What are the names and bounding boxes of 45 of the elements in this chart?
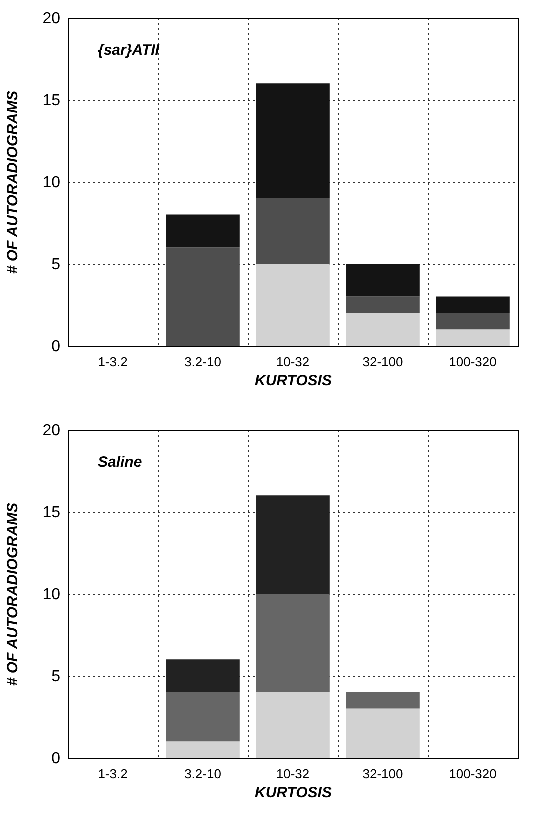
text: {sar}ATII [98,42,160,59]
bar [166,214,240,248]
bar [346,708,420,758]
y-axis-title: # OF AUTORADIOGRAMS [4,90,22,274]
bar [346,296,420,314]
x-tick-label: 32-100 [362,354,404,370]
bar [256,692,330,758]
x-tick-label: 32-100 [362,766,404,782]
x-tick-label: 10-32 [276,354,310,370]
x-axis-title: KURTOSIS [255,784,332,802]
x-tick-label: 3.2-10 [184,354,222,370]
bar [436,296,510,314]
y-tick-label: 15 [42,92,61,110]
bar [346,264,420,297]
bar [256,84,330,198]
x-tick-label: 100-320 [449,766,497,782]
bar [436,330,510,346]
bar [436,313,510,330]
y-tick-label: 5 [52,256,61,274]
bar [256,198,330,264]
y-tick-label: 20 [42,422,61,440]
text: Saline [98,454,142,471]
x-tick-label: 1-3.2 [98,766,128,782]
x-axis-title: KURTOSIS [255,372,332,390]
bar [256,594,330,692]
y-tick-label: 10 [42,174,61,192]
bar [166,660,240,692]
bar [256,496,330,594]
x-tick-label: 1-3.2 [98,354,128,370]
bar [256,264,330,346]
bar [166,742,240,758]
y-tick-label: 0 [52,750,61,768]
y-tick-label: 5 [52,668,61,686]
y-tick-label: 10 [42,586,61,604]
bar [346,313,420,346]
bar [346,692,420,709]
y-tick-label: 20 [42,10,61,28]
y-tick-label: 15 [42,504,61,522]
y-tick-label: 0 [52,338,61,356]
x-tick-label: 100-320 [449,354,497,370]
x-tick-label: 3.2-10 [184,766,222,782]
bar [166,692,240,742]
x-tick-label: 10-32 [276,766,310,782]
bar [166,248,240,346]
y-axis-title: # OF AUTORADIOGRAMS [4,502,22,686]
